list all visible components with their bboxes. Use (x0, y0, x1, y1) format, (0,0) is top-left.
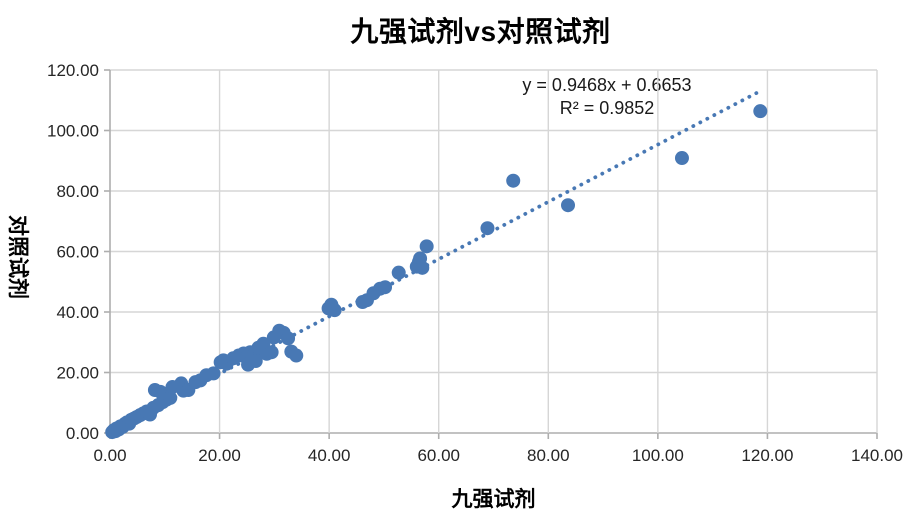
data-point (561, 198, 576, 213)
data-point (753, 104, 768, 119)
trendline-equation-text: y = 0.9468x + 0.6653 (522, 75, 692, 95)
x-tick-label: 0.00 (93, 446, 126, 465)
r-squared-text: R² = 0.9852 (559, 98, 655, 118)
y-tick-label: 40.00 (56, 303, 99, 322)
data-point (415, 260, 430, 275)
x-tick-label: 20.00 (198, 446, 241, 465)
data-point (378, 280, 393, 295)
x-tick-label: 120.00 (741, 446, 793, 465)
y-axis-title: 对照试剂 (6, 215, 29, 299)
y-tick-label: 120.00 (47, 61, 99, 80)
data-point (264, 345, 279, 360)
data-point (480, 221, 495, 236)
data-point (248, 354, 263, 369)
data-point (419, 239, 434, 254)
x-tick-label: 40.00 (308, 446, 351, 465)
data-point (163, 390, 178, 405)
data-point (391, 265, 406, 280)
chart-title: 九强试剂vs对照试剂 (350, 16, 611, 47)
x-axis-title: 九强试剂 (451, 488, 536, 511)
trendline-equation-block: y = 0.9468x + 0.6653 R² = 0.9852 (497, 74, 717, 120)
y-tick-label: 80.00 (56, 182, 99, 201)
data-point (674, 151, 689, 166)
y-tick-label: 20.00 (56, 364, 99, 383)
data-point (281, 331, 296, 346)
y-tick-label: 60.00 (56, 243, 99, 262)
x-tick-label: 140.00 (851, 446, 903, 465)
data-point (206, 366, 221, 381)
y-tick-label: 100.00 (47, 122, 99, 141)
data-point (506, 173, 521, 188)
x-tick-label: 60.00 (417, 446, 460, 465)
y-tick-label: 0.00 (66, 424, 99, 443)
x-tick-label: 80.00 (527, 446, 570, 465)
trendline (110, 89, 763, 432)
x-tick-label: 100.00 (632, 446, 684, 465)
data-point (327, 303, 342, 318)
data-point (289, 348, 304, 363)
